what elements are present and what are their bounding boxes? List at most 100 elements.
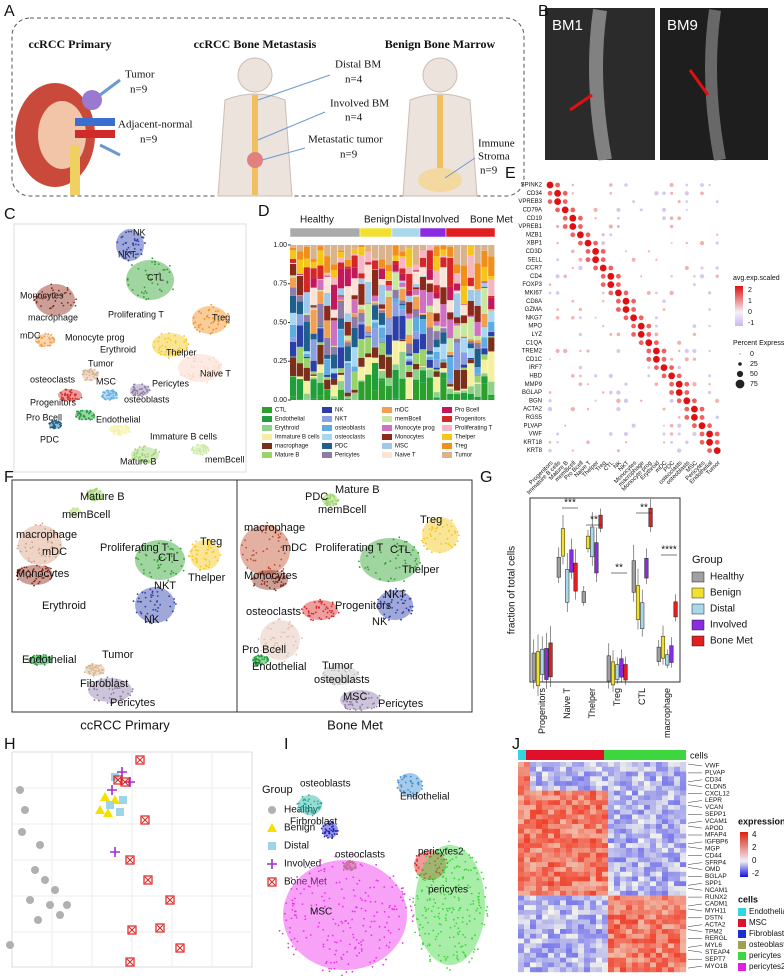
heat-cell xyxy=(560,852,567,858)
heat-cell xyxy=(524,962,531,968)
cell-dot xyxy=(30,573,32,576)
stack-segment xyxy=(467,359,474,364)
cell-dot xyxy=(353,866,355,869)
cell-dot xyxy=(28,661,31,664)
stack-segment xyxy=(474,245,481,264)
expr-dot xyxy=(563,348,568,354)
heat-cell xyxy=(590,771,597,777)
heat-cell xyxy=(548,847,555,853)
cell-dot xyxy=(66,289,69,291)
heat-cell xyxy=(656,838,663,844)
heat-cell xyxy=(590,952,597,958)
heat-cell xyxy=(560,905,567,911)
cell-dot xyxy=(40,662,43,664)
stack-segment xyxy=(372,304,379,306)
cell-dot xyxy=(451,858,454,861)
cell-dot xyxy=(284,912,286,915)
gene-label: CD3D xyxy=(526,249,543,255)
cell-dot xyxy=(94,374,97,377)
cell-dot xyxy=(274,531,277,534)
heat-cell xyxy=(632,948,639,954)
cell-dot xyxy=(187,372,190,375)
cell-dot xyxy=(323,868,325,870)
cell-dot xyxy=(154,451,157,454)
cell-dot xyxy=(436,526,439,529)
stack-segment xyxy=(310,339,317,361)
stack-segment xyxy=(310,374,317,376)
heat-cell xyxy=(548,867,555,872)
stack-segment xyxy=(358,321,365,322)
heat-cell xyxy=(578,962,585,968)
cell-dot xyxy=(304,866,307,869)
cell-dot xyxy=(137,294,139,297)
cell-dot xyxy=(434,938,437,941)
x-tick-label: macrophage xyxy=(662,688,672,738)
heat-cell xyxy=(650,867,657,872)
cell-dot xyxy=(159,563,162,566)
stack-segment xyxy=(474,383,481,397)
cell-dot xyxy=(266,584,268,587)
heat-cell xyxy=(662,890,669,896)
stack-segment xyxy=(378,370,386,379)
expr-dot xyxy=(670,275,673,278)
heat-cell xyxy=(524,771,531,777)
stack-segment xyxy=(474,335,481,341)
stack-segment xyxy=(433,351,440,360)
heat-cell xyxy=(620,871,627,877)
heat-cell xyxy=(632,962,639,968)
cell-dot xyxy=(323,498,326,501)
cell-dot xyxy=(425,908,428,911)
heat-cell xyxy=(536,847,543,853)
stack-segment xyxy=(303,380,310,394)
box xyxy=(606,655,611,682)
cell-dot xyxy=(268,525,271,528)
cell-dot xyxy=(201,446,204,449)
cell-dot xyxy=(135,253,137,256)
heat-cell xyxy=(578,924,585,930)
cell-dot xyxy=(78,418,81,420)
cell-dot xyxy=(103,397,106,400)
heat-cell xyxy=(590,919,597,925)
stack-segment xyxy=(324,273,331,276)
cell-dot xyxy=(145,388,148,391)
heat-cell xyxy=(632,838,639,844)
cell-dot xyxy=(17,544,20,547)
cell-dot xyxy=(291,909,294,911)
cell-dot xyxy=(310,810,313,813)
heat-cell xyxy=(602,857,609,863)
cell-dot xyxy=(396,590,398,592)
cell-dot xyxy=(154,608,157,611)
stack-segment xyxy=(419,313,427,314)
cell-dot xyxy=(75,393,77,396)
stack-segment xyxy=(426,312,433,328)
cell-dot xyxy=(162,268,165,271)
heat-cell xyxy=(590,933,597,939)
stack-segment xyxy=(290,263,297,276)
cell-dot xyxy=(122,691,124,693)
cell-dot xyxy=(43,549,45,551)
heat-cell xyxy=(590,809,597,815)
heat-cell xyxy=(608,938,615,944)
cell-dot xyxy=(289,926,291,929)
box xyxy=(660,636,666,659)
cell-dot xyxy=(85,378,88,381)
cell-dot xyxy=(107,397,109,400)
stack-segment xyxy=(413,369,420,380)
heat-cell xyxy=(620,814,627,820)
heat-cell xyxy=(662,843,669,849)
stack-segment xyxy=(344,392,351,397)
cell-dot xyxy=(50,341,53,344)
heat-cell xyxy=(596,804,603,810)
cell-dot xyxy=(52,547,55,549)
heat-cell xyxy=(674,886,681,892)
cell-dot xyxy=(225,322,228,324)
heat-cell xyxy=(536,881,543,887)
heat-cell xyxy=(680,819,687,825)
heat-cell xyxy=(530,952,537,958)
expr-dot xyxy=(669,182,674,188)
heat-cell xyxy=(596,943,603,949)
heat-cell xyxy=(608,785,615,791)
sample-note: n=9 xyxy=(340,149,358,161)
cell-dot xyxy=(422,862,425,865)
stack-segment xyxy=(488,295,495,298)
